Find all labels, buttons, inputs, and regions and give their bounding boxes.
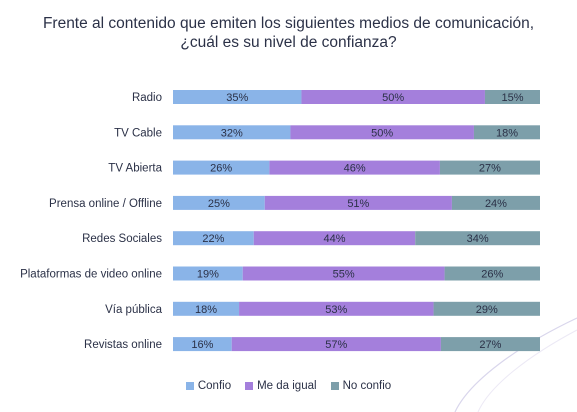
data-label-me-da-igual-tv-cable: 50% <box>371 127 393 139</box>
legend-item-me-da-igual: Me da igual <box>245 380 317 392</box>
data-label-confio-prensa-online-offline: 25% <box>208 198 230 210</box>
legend-label-no-confio: No confio <box>342 380 392 392</box>
data-label-no-confio-radio: 15% <box>501 92 523 104</box>
bar-me-da-igual-tv-cable <box>290 125 474 140</box>
data-label-confio-radio: 35% <box>226 92 248 104</box>
category-label-radio: Radio <box>132 92 162 104</box>
bar-no-confio-redes-sociales <box>415 231 540 246</box>
data-label-no-confio-redes-sociales: 34% <box>467 233 489 245</box>
data-label-me-da-igual-plataformas-de-video-online: 55% <box>333 269 355 281</box>
bar-no-confio-via-publica <box>433 301 540 316</box>
legend-label-me-da-igual: Me da igual <box>257 380 317 392</box>
category-label-tv-cable: TV Cable <box>114 127 162 139</box>
category-label-redes-sociales: Redes Sociales <box>82 233 162 245</box>
data-label-me-da-igual-radio: 50% <box>382 92 404 104</box>
bar-me-da-igual-revistas-online <box>231 337 441 352</box>
bar-confio-redes-sociales <box>173 231 254 246</box>
legend-item-no-confio: No confio <box>330 380 392 392</box>
data-label-confio-via-publica: 18% <box>195 304 217 316</box>
data-label-confio-tv-abierta: 26% <box>210 163 232 175</box>
bar-me-da-igual-prensa-online-offline <box>264 195 452 210</box>
bar-no-confio-tv-cable <box>473 125 540 140</box>
category-label-revistas-online: Revistas online <box>84 339 162 351</box>
bar-confio-via-publica <box>173 301 240 316</box>
category-label-prensa-online-offline: Prensa online / Offline <box>49 198 162 210</box>
bar-me-da-igual-radio <box>301 90 485 104</box>
legend-label-confio: Confio <box>197 380 232 392</box>
bar-confio-tv-cable <box>173 125 291 140</box>
category-label-tv-abierta: TV Abierta <box>108 163 162 175</box>
bar-no-confio-prensa-online-offline <box>451 195 540 210</box>
category-label-plataformas-de-video-online: Plataformas de video online <box>20 269 162 281</box>
chart-title-line-1: Frente al contenido que emiten los sigui… <box>42 15 535 32</box>
chart-legend: Confio Me da igual No confio <box>0 380 577 392</box>
legend-swatch-me-da-igual <box>245 382 254 390</box>
bar-no-confio-tv-abierta <box>439 160 540 175</box>
data-label-no-confio-prensa-online-offline: 24% <box>485 198 507 210</box>
bar-me-da-igual-plataformas-de-video-online <box>242 266 445 281</box>
bar-confio-radio <box>173 90 302 104</box>
data-label-no-confio-tv-abierta: 27% <box>479 163 501 175</box>
data-label-me-da-igual-via-publica: 53% <box>325 304 347 316</box>
legend-swatch-confio <box>185 382 194 390</box>
bar-no-confio-revistas-online <box>440 337 540 352</box>
bar-confio-plataformas-de-video-online <box>173 266 243 281</box>
data-label-no-confio-via-publica: 29% <box>476 304 498 316</box>
data-label-confio-revistas-online: 16% <box>191 339 213 351</box>
data-label-no-confio-tv-cable: 18% <box>496 127 518 139</box>
data-label-no-confio-plataformas-de-video-online: 26% <box>481 269 503 281</box>
data-label-confio-tv-cable: 32% <box>221 127 243 139</box>
data-label-me-da-igual-tv-abierta: 46% <box>344 163 366 175</box>
bar-me-da-igual-redes-sociales <box>253 231 416 246</box>
data-label-no-confio-revistas-online: 27% <box>479 339 501 351</box>
stacked-bar-chart: Radio 35% 50% 15% TV Cable 32% 50% 18% TV Abiert… <box>20 90 540 352</box>
data-label-me-da-igual-revistas-online: 57% <box>325 339 347 351</box>
bar-no-confio-radio <box>484 90 540 104</box>
legend-item-confio: Confio <box>185 380 232 392</box>
data-label-confio-plataformas-de-video-online: 19% <box>197 269 219 281</box>
bar-confio-tv-abierta <box>173 160 270 175</box>
bar-confio-prensa-online-offline <box>173 195 265 210</box>
bar-me-da-igual-via-publica <box>239 301 434 316</box>
data-label-confio-redes-sociales: 22% <box>202 233 224 245</box>
bar-no-confio-plataformas-de-video-online <box>444 266 540 281</box>
data-label-me-da-igual-redes-sociales: 44% <box>323 233 345 245</box>
category-label-via-publica: Vía pública <box>105 304 163 316</box>
data-label-me-da-igual-prensa-online-offline: 51% <box>347 198 369 210</box>
bar-me-da-igual-tv-abierta <box>269 160 440 175</box>
chart-title-line-2: ¿cuál es su nivel de confianza? <box>180 34 397 51</box>
bar-confio-revistas-online <box>173 337 232 352</box>
legend-swatch-no-confio <box>330 382 339 390</box>
